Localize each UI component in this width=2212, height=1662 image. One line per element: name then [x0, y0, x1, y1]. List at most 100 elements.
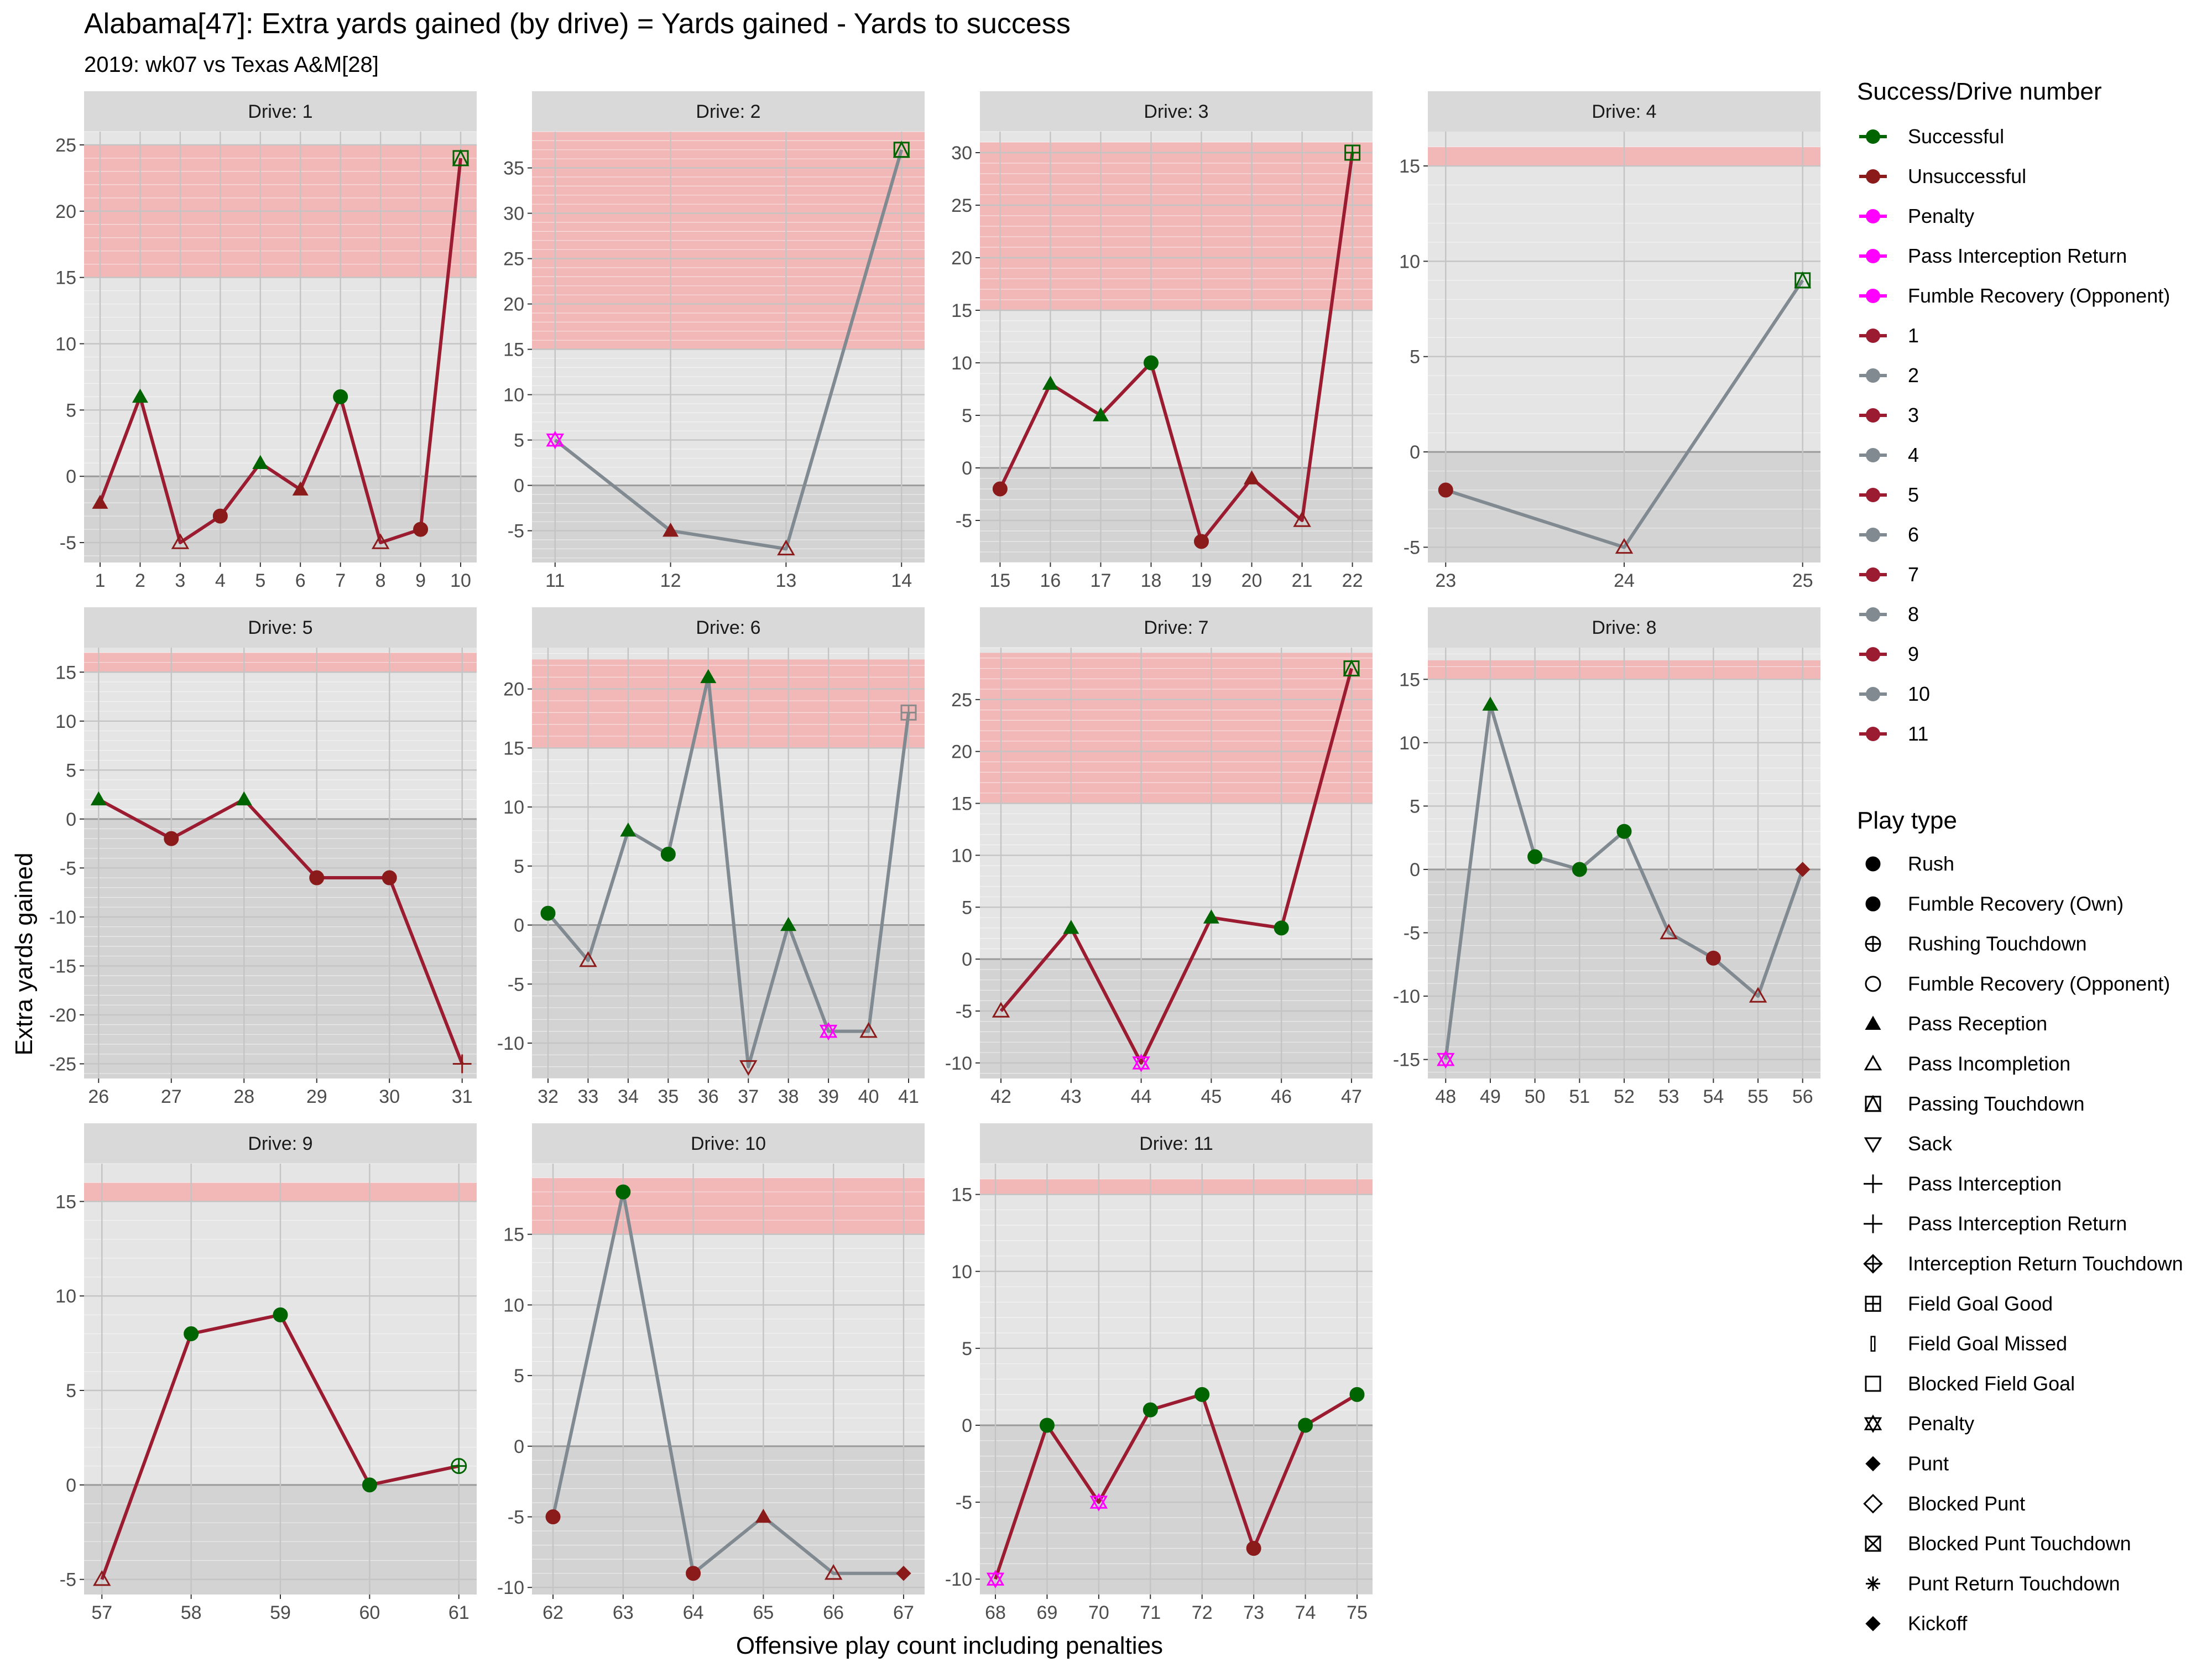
y-axis-label: Extra yards gained	[11, 853, 38, 1056]
panel-drive-6: Drive: 6 -10 -5 0 5 10 15 20 32 33 34 35 36 37 38 39 40 4…	[497, 607, 925, 1107]
y-tick-label: 5	[1410, 347, 1420, 368]
data-point-shape	[171, 533, 190, 549]
x-tick-label: 46	[1271, 1086, 1292, 1107]
legend-playtype-item: Sack	[1864, 1132, 1953, 1155]
legend-key-dot	[1866, 567, 1880, 582]
data-point-tri-down	[1132, 1056, 1150, 1072]
data-point-shape	[1293, 511, 1311, 527]
y-tick-label: 20	[55, 201, 76, 222]
data-point-triangle	[1794, 271, 1812, 289]
x-tick-label: 31	[452, 1086, 473, 1107]
legend-key-marker-x	[1865, 1536, 1881, 1552]
below-zero-band	[980, 468, 1373, 562]
y-tick-label: 0	[1410, 442, 1420, 463]
legend-item-label: Blocked Field Goal	[1908, 1372, 2075, 1395]
y-tick-label: 15	[55, 1191, 76, 1212]
legend-key-dot	[1866, 209, 1880, 223]
y-tick-label: -25	[49, 1054, 76, 1075]
y-tick-label: 0	[1410, 859, 1420, 881]
data-point	[819, 1022, 838, 1041]
x-tick-label: 66	[823, 1602, 844, 1623]
y-tick-label: 10	[55, 334, 76, 355]
x-tick-label: 24	[1614, 570, 1635, 591]
legend-success-item: 7	[1859, 563, 1919, 586]
y-tick-label: -10	[497, 1033, 524, 1054]
y-tick-label: 15	[55, 268, 76, 289]
legend-success-item: 11	[1859, 722, 1928, 745]
x-tick-label: 16	[1040, 570, 1061, 591]
data-point	[540, 905, 556, 921]
data-point	[1293, 511, 1311, 527]
below-zero-band	[84, 476, 477, 562]
data-point-shape	[1527, 849, 1543, 864]
data-point-tri-up	[986, 1570, 1005, 1586]
y-tick-label: 15	[503, 738, 524, 759]
legend-item-label: Sack	[1908, 1132, 1953, 1155]
y-tick-label: 20	[951, 742, 972, 763]
y-tick-label: 10	[503, 385, 524, 406]
x-tick-label: 11	[545, 570, 565, 591]
legend-key-marker	[1865, 1015, 1881, 1030]
data-point	[1092, 407, 1109, 421]
data-point	[252, 455, 269, 469]
y-tick-label: 5	[66, 1380, 76, 1402]
data-point-shape	[252, 455, 269, 469]
legend-playtype-item: Blocked Field Goal	[1865, 1372, 2075, 1395]
data-point	[1615, 538, 1634, 554]
data-point-shape	[132, 388, 148, 403]
y-tick-label: -10	[1393, 986, 1420, 1007]
x-tick-label: 42	[990, 1086, 1011, 1107]
data-point-shape	[292, 481, 309, 496]
legend-key-marker-shape	[1865, 976, 1881, 992]
legend-key-dot	[1866, 448, 1880, 462]
panel-strip-label: Drive: 7	[1144, 617, 1208, 638]
data-point-shape	[540, 905, 556, 921]
data-point	[1244, 470, 1260, 484]
data-point	[780, 916, 797, 931]
legend-playtype-item: Blocked Punt Touchdown	[1865, 1532, 2131, 1555]
y-tick-label: 15	[503, 1225, 524, 1246]
panel-strip	[84, 607, 477, 648]
x-tick-label: 20	[1241, 570, 1262, 591]
legend-success-item: 8	[1859, 603, 1919, 626]
legend-key-marker-shape	[1865, 1616, 1881, 1632]
data-point-cross	[451, 1458, 466, 1473]
data-point	[1660, 923, 1678, 940]
data-point-tri-down	[1089, 1496, 1108, 1512]
legend-key-marker	[1864, 1174, 1882, 1194]
x-tick-label: 54	[1703, 1086, 1724, 1107]
x-tick-label: 8	[375, 570, 386, 591]
data-point	[992, 481, 1008, 497]
legend-playtype-item: Blocked Punt	[1863, 1492, 2025, 1515]
y-tick-label: 5	[514, 1366, 524, 1387]
data-point-shape	[1142, 1402, 1158, 1418]
y-tick-label: 10	[503, 1295, 524, 1316]
x-tick-label: 62	[542, 1602, 564, 1623]
legend-item-label: Punt	[1908, 1452, 1949, 1475]
y-tick-label: 0	[514, 915, 524, 936]
data-point	[1194, 1387, 1210, 1402]
data-point-shape	[1194, 1387, 1210, 1402]
y-tick-label: 15	[55, 662, 76, 683]
x-tick-label: 27	[161, 1086, 182, 1107]
data-point	[1572, 862, 1587, 877]
y-tick-label: 10	[503, 797, 524, 818]
legend-playtype-items: Rush Fumble Recovery (Own) Rushing Touchdo…	[1863, 852, 2183, 1635]
data-point-tri-up	[1437, 1050, 1455, 1066]
minor-gridlines	[532, 131, 925, 559]
legend-key-marker	[1865, 1616, 1881, 1632]
data-point	[171, 533, 190, 549]
legend-key-marker-shape	[1865, 1015, 1881, 1030]
panel-strip-label: Drive: 11	[1139, 1133, 1213, 1154]
data-point-shape	[662, 522, 679, 537]
x-tick-label: 52	[1614, 1086, 1635, 1107]
x-tick-label: 7	[335, 570, 346, 591]
legend-item-label: 1	[1908, 324, 1919, 347]
data-point-shape	[1572, 862, 1587, 877]
legend-key-marker	[1864, 1137, 1882, 1153]
x-tick-label: 61	[448, 1602, 469, 1623]
panel-drive-7: Drive: 7 -10 -5 0 5 10 15 20 25 42 43 44 45 46 47	[945, 607, 1373, 1107]
legend-playtype-item: Kickoff	[1865, 1612, 1968, 1635]
data-point	[1203, 909, 1219, 924]
